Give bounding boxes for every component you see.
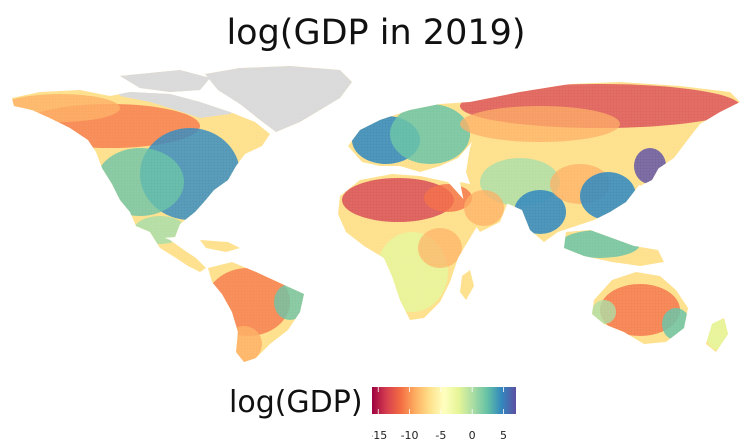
color-legend: -15 -10 -5 0 5 (372, 387, 516, 441)
map-title: log(GDP in 2019) (226, 13, 526, 53)
colorbar-tick-label: -5 (435, 429, 446, 441)
world-gdp-map (12, 66, 740, 362)
legend-title: log(GDP) (229, 385, 363, 420)
colorbar-tick-label: 5 (500, 429, 507, 441)
land-fill (12, 66, 740, 362)
colorbar-tick-label: 0 (469, 429, 476, 441)
colorbar-ticks: -15 -10 -5 0 5 (372, 387, 507, 441)
colorbar-gradient (372, 387, 516, 414)
colorbar-tick-label: -10 (401, 429, 419, 441)
colorbar-tick-label: -15 (372, 429, 387, 441)
